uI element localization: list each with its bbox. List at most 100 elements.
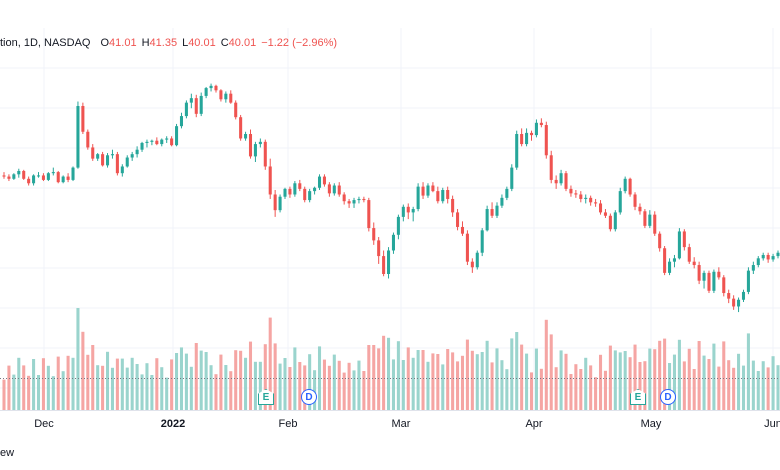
volume-bar — [189, 366, 193, 410]
volume-bar — [229, 371, 233, 410]
candle-body — [771, 256, 775, 260]
volume-bar — [332, 354, 336, 410]
volume-bar — [549, 334, 553, 410]
candle-body — [115, 154, 119, 174]
volume-bar — [165, 377, 169, 410]
candle-body — [638, 206, 642, 212]
volume-bar — [608, 345, 612, 410]
candle-body — [520, 134, 524, 145]
candle-body — [258, 141, 262, 145]
volume-bar — [465, 339, 469, 410]
candle-body — [633, 194, 637, 207]
volume-bar — [574, 364, 578, 410]
volume-bar — [96, 365, 100, 410]
volume-bar — [17, 357, 21, 410]
volume-bar — [81, 331, 85, 410]
legend-close-value: 40.01 — [228, 37, 257, 49]
volume-bar — [367, 345, 371, 410]
volume-bar — [239, 350, 243, 410]
candle-body — [737, 299, 741, 307]
symbol-legend: tion, 1D, NASDAQ O 41.01 H 41.35 L 40.01… — [0, 36, 337, 50]
candle-body — [584, 197, 588, 199]
volume-bar — [510, 338, 514, 410]
candle-body — [687, 247, 691, 262]
volume-bar — [746, 333, 750, 410]
candle-body — [165, 138, 169, 140]
earnings-marker-label: E — [262, 391, 270, 403]
candle-body — [86, 131, 90, 148]
volume-bar — [2, 379, 6, 410]
volume-bar — [579, 369, 583, 410]
candle-body — [727, 293, 731, 299]
volume-bar — [51, 376, 55, 410]
volume-bar — [209, 365, 213, 410]
legend-change-value: −1.22 (−2.96%) — [261, 37, 338, 49]
candle-body — [396, 216, 400, 235]
volume-bar — [761, 361, 765, 410]
candle-body — [337, 185, 341, 195]
candle-body — [598, 203, 603, 213]
volume-bar — [727, 360, 731, 410]
candle-body — [76, 106, 80, 168]
volume-bar — [520, 344, 524, 410]
candle-body — [426, 185, 430, 196]
candle-body — [470, 261, 474, 268]
candle-body — [387, 250, 391, 274]
candle-body — [382, 256, 386, 274]
volume-bar — [22, 365, 26, 410]
legend-open-value: 41.01 — [109, 37, 137, 49]
volume-bar — [756, 371, 760, 410]
volume-bar — [184, 353, 188, 410]
volume-bar — [327, 365, 331, 410]
volume-bar — [431, 353, 435, 410]
candle-body — [613, 212, 617, 230]
volume-bar — [613, 350, 617, 410]
candle-body — [106, 155, 110, 166]
volume-bar — [732, 367, 736, 410]
volume-bar — [337, 360, 341, 410]
volume-bar — [357, 360, 361, 410]
volume-bar — [682, 361, 686, 410]
candle-body — [594, 202, 598, 204]
dividend-icon[interactable]: D — [301, 389, 317, 405]
volume-bar — [258, 361, 262, 410]
candle-body — [46, 173, 50, 180]
candle-body — [273, 194, 277, 211]
volume-bar — [416, 350, 420, 410]
volume-bar — [751, 360, 755, 410]
volume-bar — [86, 354, 90, 410]
volume-bar — [603, 370, 607, 410]
volume-bar — [505, 369, 509, 410]
dividend-icon[interactable]: D — [660, 389, 676, 405]
candle-body — [480, 230, 484, 253]
volume-bar — [194, 343, 198, 410]
volume-bar — [618, 352, 622, 410]
candle-body — [549, 155, 553, 180]
candle-body — [66, 176, 70, 180]
candle-body — [668, 261, 672, 273]
earnings-icon[interactable]: E — [258, 389, 274, 405]
candle-body — [416, 186, 420, 210]
candle-body — [362, 198, 366, 201]
candle-body — [145, 141, 149, 143]
earnings-icon[interactable]: E — [630, 389, 646, 405]
volume-bar — [253, 361, 257, 410]
candle-body — [268, 166, 272, 195]
volume-bar — [263, 344, 267, 410]
candle-body — [229, 93, 233, 103]
candle-body — [110, 154, 114, 156]
candle-body — [332, 185, 336, 194]
legend-low-value: 40.01 — [188, 37, 216, 49]
volume-bar — [495, 348, 499, 410]
candle-body — [490, 209, 494, 216]
volume-bar — [737, 353, 741, 410]
dividend-marker-label: D — [305, 391, 313, 403]
volume-bar — [298, 362, 302, 410]
volume-bar — [342, 372, 346, 410]
volume-bar — [32, 359, 36, 410]
candle-body — [756, 258, 760, 266]
candle-body — [140, 142, 144, 150]
candle-body — [741, 291, 746, 300]
candle-body — [692, 261, 696, 266]
